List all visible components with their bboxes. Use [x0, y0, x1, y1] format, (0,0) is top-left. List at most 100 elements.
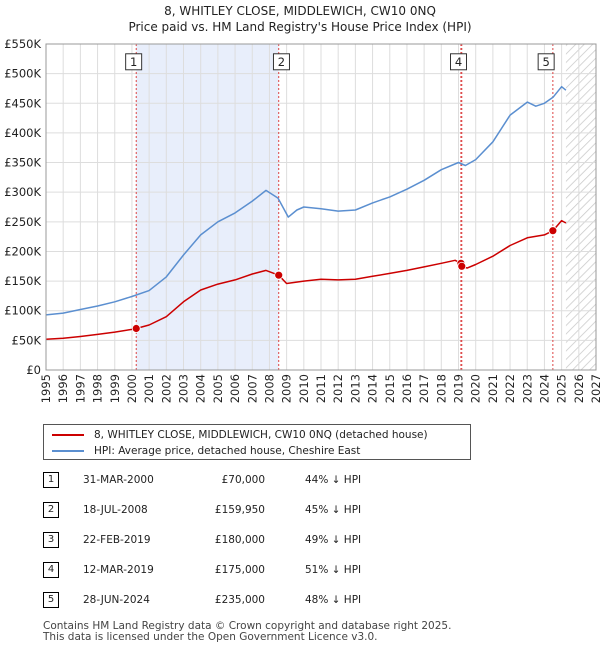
x-tick-label: 2006 — [228, 374, 242, 403]
footer-license: This data is licensed under the Open Gov… — [43, 631, 378, 643]
x-tick-label: 1995 — [39, 374, 53, 403]
y-tick-label: £50K — [12, 333, 42, 347]
legend: 8, WHITLEY CLOSE, MIDDLEWICH, CW10 0NQ (… — [43, 424, 471, 460]
x-tick-label: 2025 — [555, 374, 569, 403]
transaction-number: 1 — [43, 472, 59, 488]
chart-title: 8, WHITLEY CLOSE, MIDDLEWICH, CW10 0NQ — [164, 4, 436, 18]
table-row: 3 22-FEB-2019 £180,000 49% ↓ HPI — [43, 532, 383, 562]
x-tick-label: 1998 — [91, 374, 105, 403]
x-tick-label: 2009 — [280, 374, 294, 403]
sale-point — [274, 270, 284, 280]
x-tick-label: 2026 — [572, 374, 586, 403]
x-tick-label: 2011 — [314, 374, 328, 403]
table-row: 2 18-JUL-2008 £159,950 45% ↓ HPI — [43, 502, 383, 532]
x-tick-label: 2010 — [297, 374, 311, 403]
marker-box-label: 2 — [278, 55, 285, 69]
x-tick-label: 2021 — [486, 374, 500, 403]
marker-box-label: 5 — [542, 55, 549, 69]
y-tick-label: £500K — [4, 67, 41, 81]
legend-label-hpi: HPI: Average price, detached house, Ches… — [94, 445, 361, 457]
legend-item-hpi: HPI: Average price, detached house, Ches… — [52, 443, 360, 459]
marker-box — [537, 53, 555, 71]
x-tick-label: 2024 — [537, 374, 551, 403]
x-tick-label: 2005 — [211, 374, 225, 403]
x-tick-label: 1996 — [56, 374, 70, 403]
marker-box-label: 1 — [130, 55, 137, 69]
y-tick-label: £100K — [4, 304, 41, 318]
x-tick-label: 2022 — [503, 374, 517, 403]
x-tick-label: 2019 — [452, 374, 466, 403]
transaction-date: 28-JUN-2024 — [83, 594, 150, 606]
transaction-date: 22-FEB-2019 — [83, 534, 151, 546]
x-tick-label: 2004 — [194, 374, 208, 403]
x-tick-label: 2023 — [520, 374, 534, 403]
y-tick-label: £0 — [26, 363, 41, 377]
footer-copyright: Contains HM Land Registry data © Crown c… — [43, 620, 452, 632]
chart-title-block: 8, WHITLEY CLOSE, MIDDLEWICH, CW10 0NQ P… — [0, 3, 600, 35]
transaction-hpi-diff: 44% ↓ HPI — [305, 474, 362, 486]
transaction-price: £70,000 — [221, 474, 265, 486]
x-tick-label: 2018 — [434, 374, 448, 403]
hpi-line — [45, 85, 567, 316]
x-tick-label: 2000 — [125, 374, 139, 403]
transaction-number: 4 — [43, 562, 59, 578]
x-tick-label: 2020 — [469, 374, 483, 403]
forecast-hatch — [565, 44, 596, 370]
transaction-date: 18-JUL-2008 — [83, 504, 148, 516]
x-tick-label: 2003 — [177, 374, 191, 403]
x-tick-label: 2001 — [142, 374, 156, 403]
marker-box — [450, 53, 467, 71]
x-tick-label: 2027 — [589, 374, 600, 403]
footer: Contains HM Land Registry data © Crown c… — [43, 621, 451, 643]
y-tick-label: £300K — [4, 185, 41, 199]
x-tick-label: 2013 — [348, 374, 362, 403]
x-tick-label: 2017 — [417, 374, 431, 403]
x-tick-label: 1999 — [108, 374, 122, 403]
y-tick-label: £400K — [4, 126, 41, 140]
x-tick-label: 2002 — [159, 374, 173, 403]
sale-point — [457, 261, 467, 271]
table-row: 4 12-MAR-2019 £175,000 51% ↓ HPI — [43, 562, 383, 592]
x-tick-label: 2014 — [366, 374, 380, 403]
ownership-shading — [136, 44, 279, 370]
x-tick-label: 1997 — [73, 374, 87, 403]
transaction-number: 5 — [43, 592, 59, 608]
transaction-date: 12-MAR-2019 — [83, 564, 154, 576]
sale-point — [548, 226, 558, 236]
x-tick-label: 2007 — [245, 374, 259, 403]
transaction-price: £175,000 — [214, 564, 265, 576]
chart-subtitle: Price paid vs. HM Land Registry's House … — [128, 20, 472, 34]
table-row: 1 31-MAR-2000 £70,000 44% ↓ HPI — [43, 472, 383, 502]
y-tick-label: £250K — [4, 215, 41, 229]
transaction-price: £159,950 — [214, 504, 265, 516]
legend-swatch-property — [52, 434, 84, 436]
transaction-hpi-diff: 49% ↓ HPI — [305, 534, 362, 546]
x-tick-label: 2008 — [262, 374, 276, 403]
transaction-hpi-diff: 45% ↓ HPI — [305, 504, 362, 516]
legend-swatch-hpi — [52, 450, 84, 452]
y-tick-label: £200K — [4, 244, 41, 258]
x-tick-label: 2012 — [331, 374, 345, 403]
sale-point — [131, 324, 141, 333]
transaction-hpi-diff: 48% ↓ HPI — [305, 594, 362, 606]
transactions-table: 1 31-MAR-2000 £70,000 44% ↓ HPI 2 18-JUL… — [43, 472, 383, 622]
transaction-number: 2 — [43, 502, 59, 518]
x-tick-label: 2016 — [400, 374, 414, 403]
transaction-date: 31-MAR-2000 — [83, 474, 154, 486]
y-tick-label: £550K — [4, 37, 41, 51]
y-tick-label: £450K — [4, 96, 41, 110]
transaction-price: £235,000 — [214, 594, 265, 606]
plot-frame — [45, 43, 597, 371]
marker-box-label: 4 — [455, 55, 462, 69]
marker-box — [125, 53, 143, 71]
transaction-number: 3 — [43, 532, 59, 548]
legend-item-property: 8, WHITLEY CLOSE, MIDDLEWICH, CW10 0NQ (… — [52, 427, 428, 443]
x-tick-label: 2015 — [383, 374, 397, 403]
table-row: 5 28-JUN-2024 £235,000 48% ↓ HPI — [43, 592, 383, 622]
y-tick-label: £150K — [4, 274, 41, 288]
price-chart: 1 2 4 5 £0 £50K £100K £150K £200K £250K £300K £350K… — [4, 37, 600, 403]
legend-label-property: 8, WHITLEY CLOSE, MIDDLEWICH, CW10 0NQ (… — [94, 429, 428, 441]
y-tick-label: £350K — [4, 156, 41, 170]
transaction-hpi-diff: 51% ↓ HPI — [305, 564, 362, 576]
marker-box — [272, 53, 290, 71]
